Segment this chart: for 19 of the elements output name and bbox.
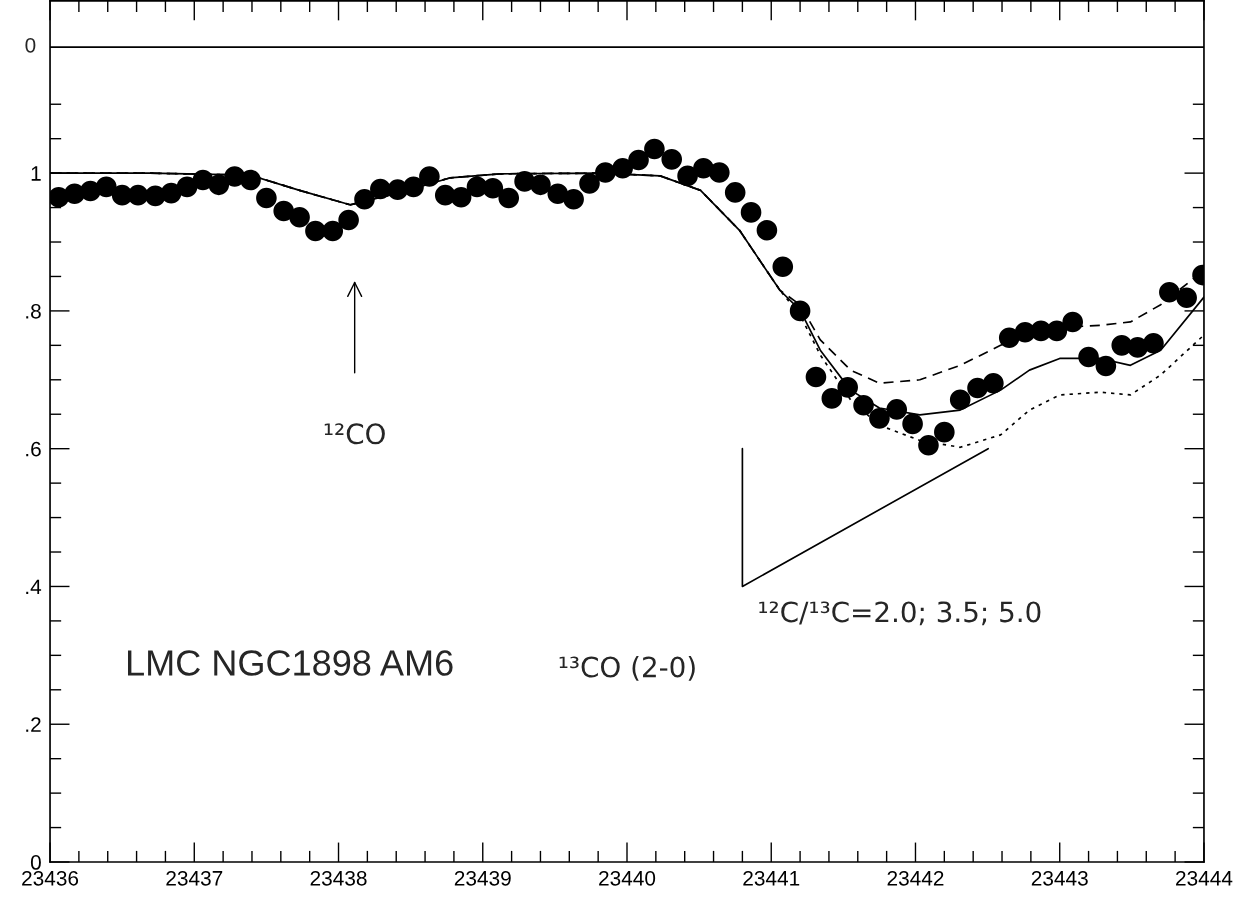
y-tick-label: .8 bbox=[26, 303, 41, 319]
y-tick-label: .2 bbox=[26, 717, 41, 732]
x-tick-label: 23439 bbox=[454, 870, 511, 886]
x-tick-label: 23437 bbox=[166, 870, 223, 886]
x-tick-label: 23440 bbox=[599, 870, 656, 886]
annotation: ¹²CO bbox=[324, 423, 385, 445]
y-tick-label: 1 bbox=[31, 166, 41, 181]
y-tick-label: .4 bbox=[26, 579, 42, 595]
x-tick-label: 23442 bbox=[887, 870, 944, 886]
x-tick-label: 23438 bbox=[310, 870, 367, 886]
y-tick-label: 0 bbox=[30, 855, 41, 870]
annotation: ¹³CO (2-0) bbox=[559, 656, 695, 681]
x-tick-label: 23436 bbox=[22, 870, 79, 886]
annotation: ¹²C/¹³C=2.0; 3.5; 5.0 bbox=[759, 601, 1041, 626]
x-tick-label: 23441 bbox=[743, 870, 800, 886]
x-tick-label: 23444 bbox=[1176, 870, 1233, 886]
y-tick-label: .6 bbox=[26, 441, 41, 457]
annotation: LMC NGC1898 AM6 bbox=[128, 650, 453, 676]
x-tick-label: 23443 bbox=[1031, 870, 1088, 886]
